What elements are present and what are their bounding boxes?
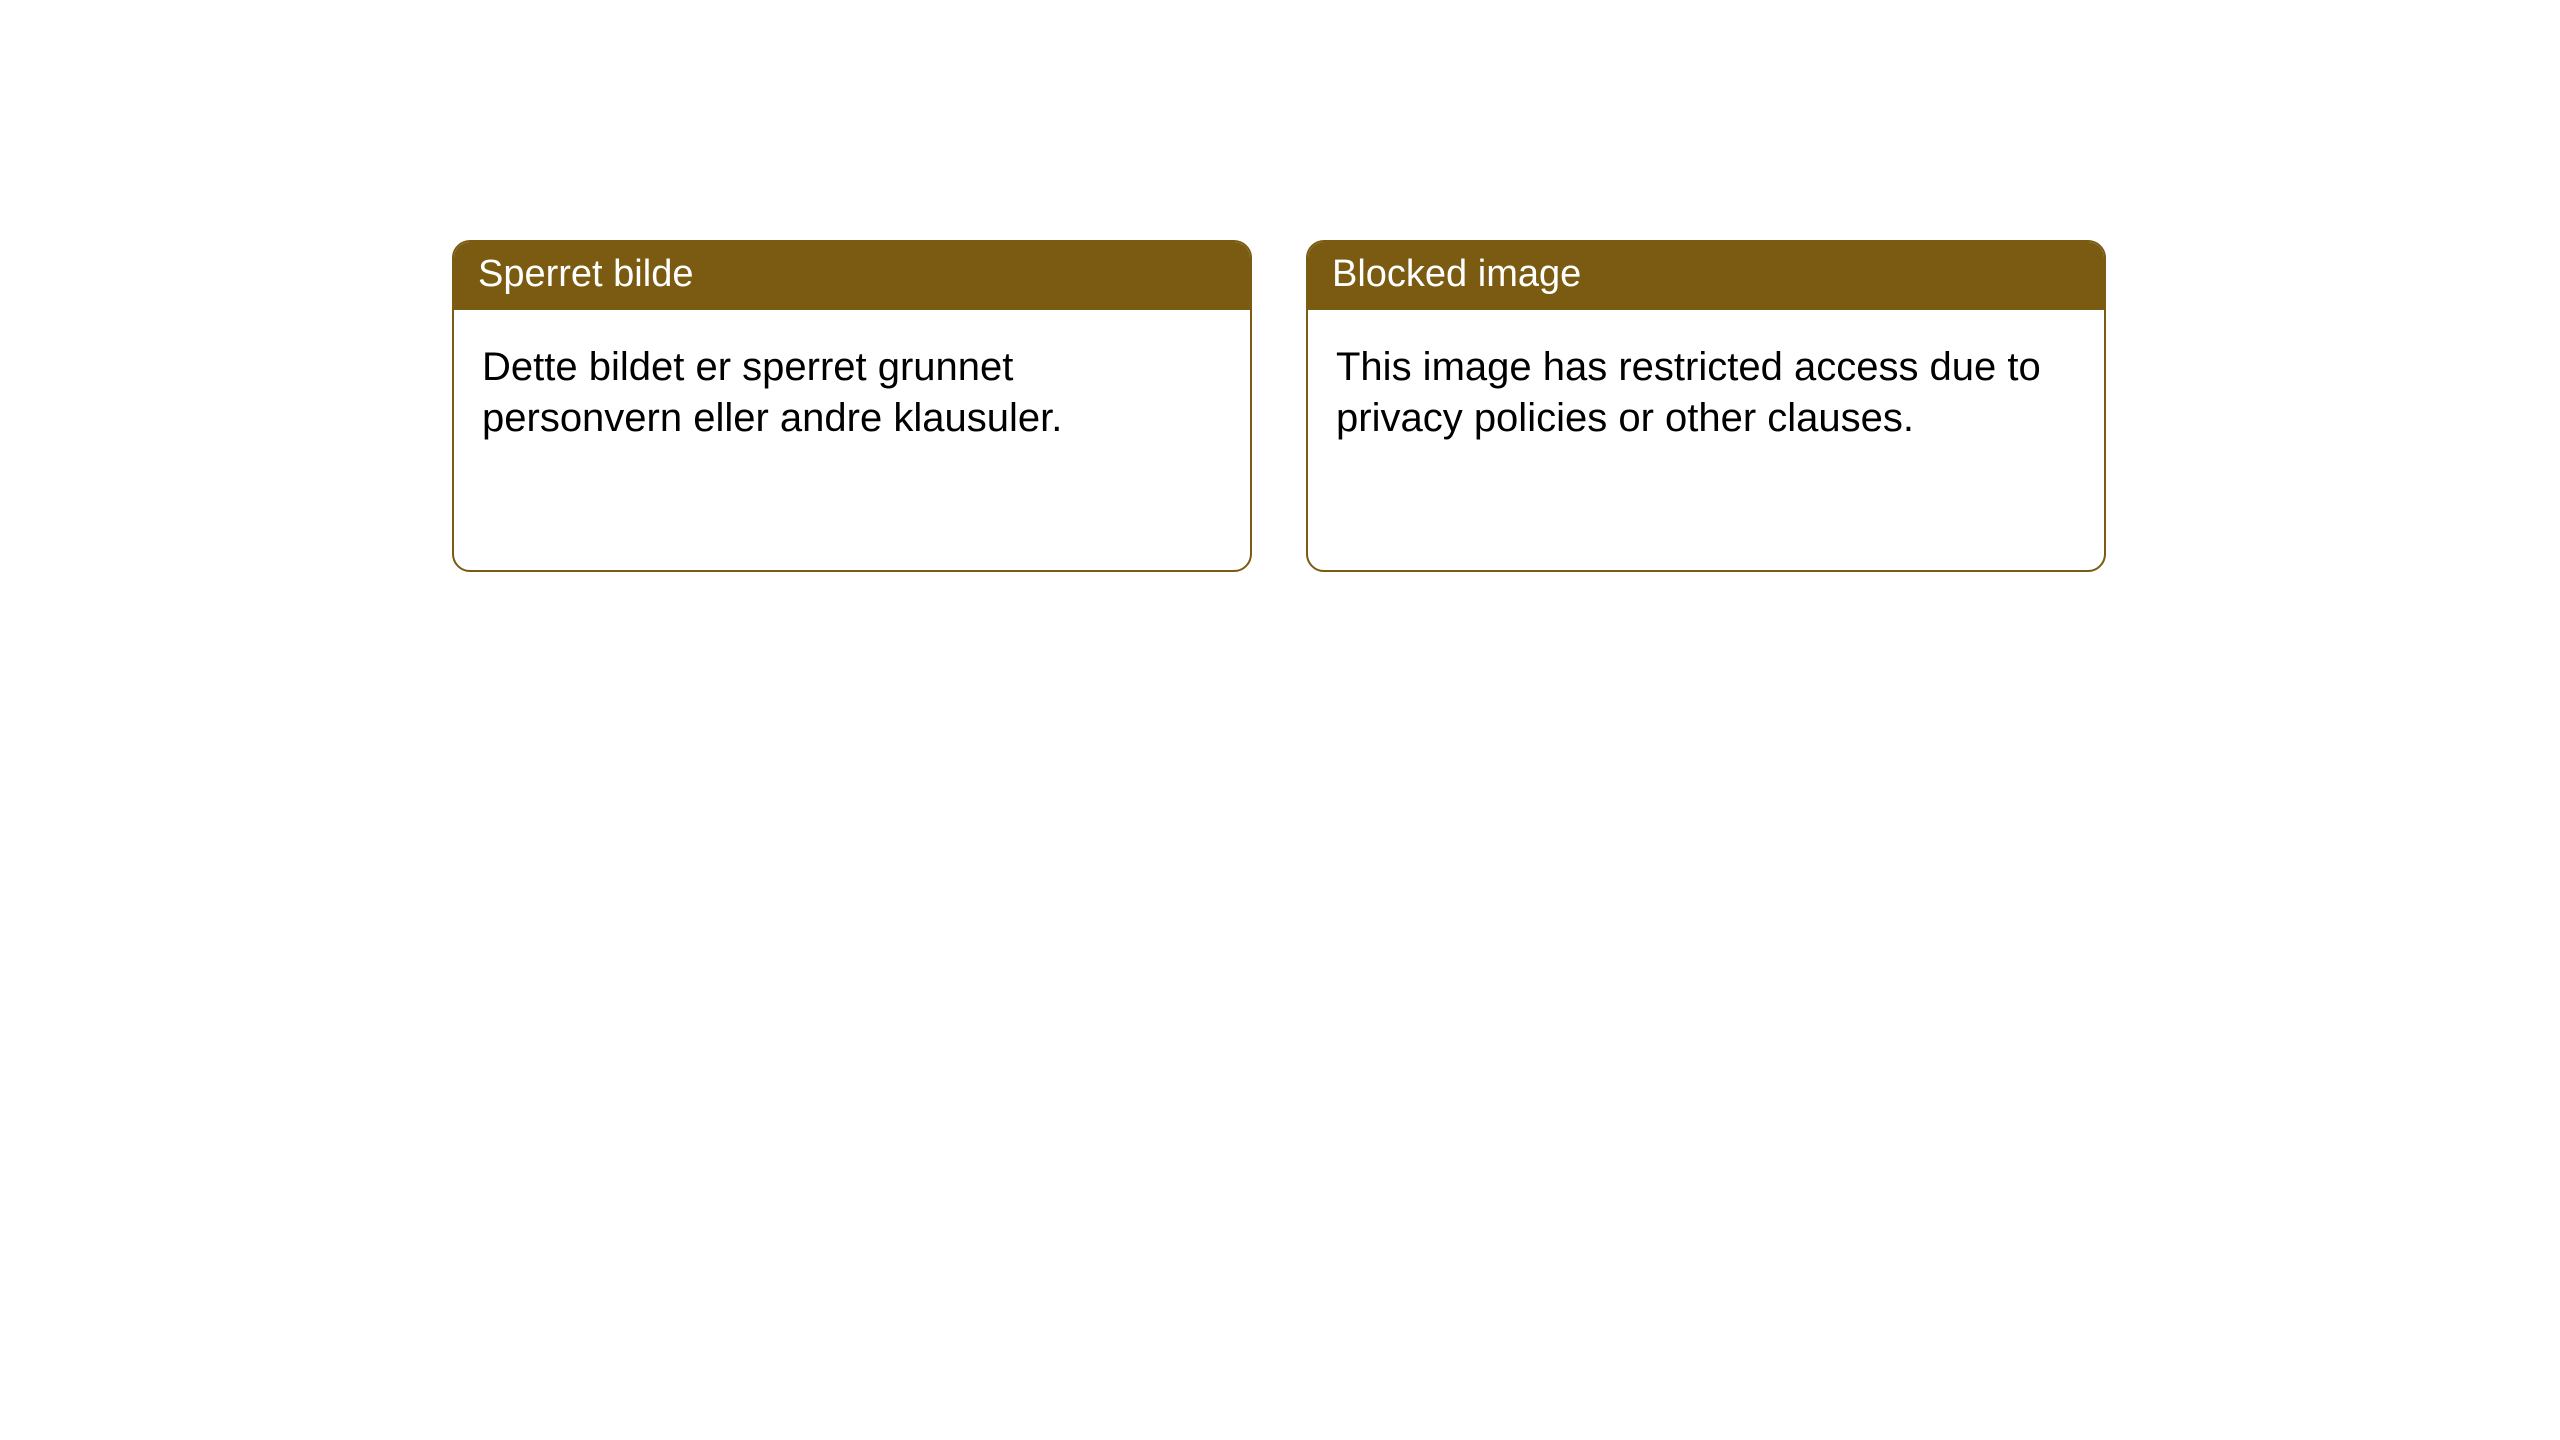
notice-body-norwegian: Dette bildet er sperret grunnet personve… bbox=[454, 310, 1250, 476]
notice-container: Sperret bilde Dette bildet er sperret gr… bbox=[452, 240, 2106, 572]
notice-card-english: Blocked image This image has restricted … bbox=[1306, 240, 2106, 572]
notice-card-norwegian: Sperret bilde Dette bildet er sperret gr… bbox=[452, 240, 1252, 572]
notice-title-norwegian: Sperret bilde bbox=[454, 242, 1250, 310]
notice-title-english: Blocked image bbox=[1308, 242, 2104, 310]
notice-body-english: This image has restricted access due to … bbox=[1308, 310, 2104, 476]
